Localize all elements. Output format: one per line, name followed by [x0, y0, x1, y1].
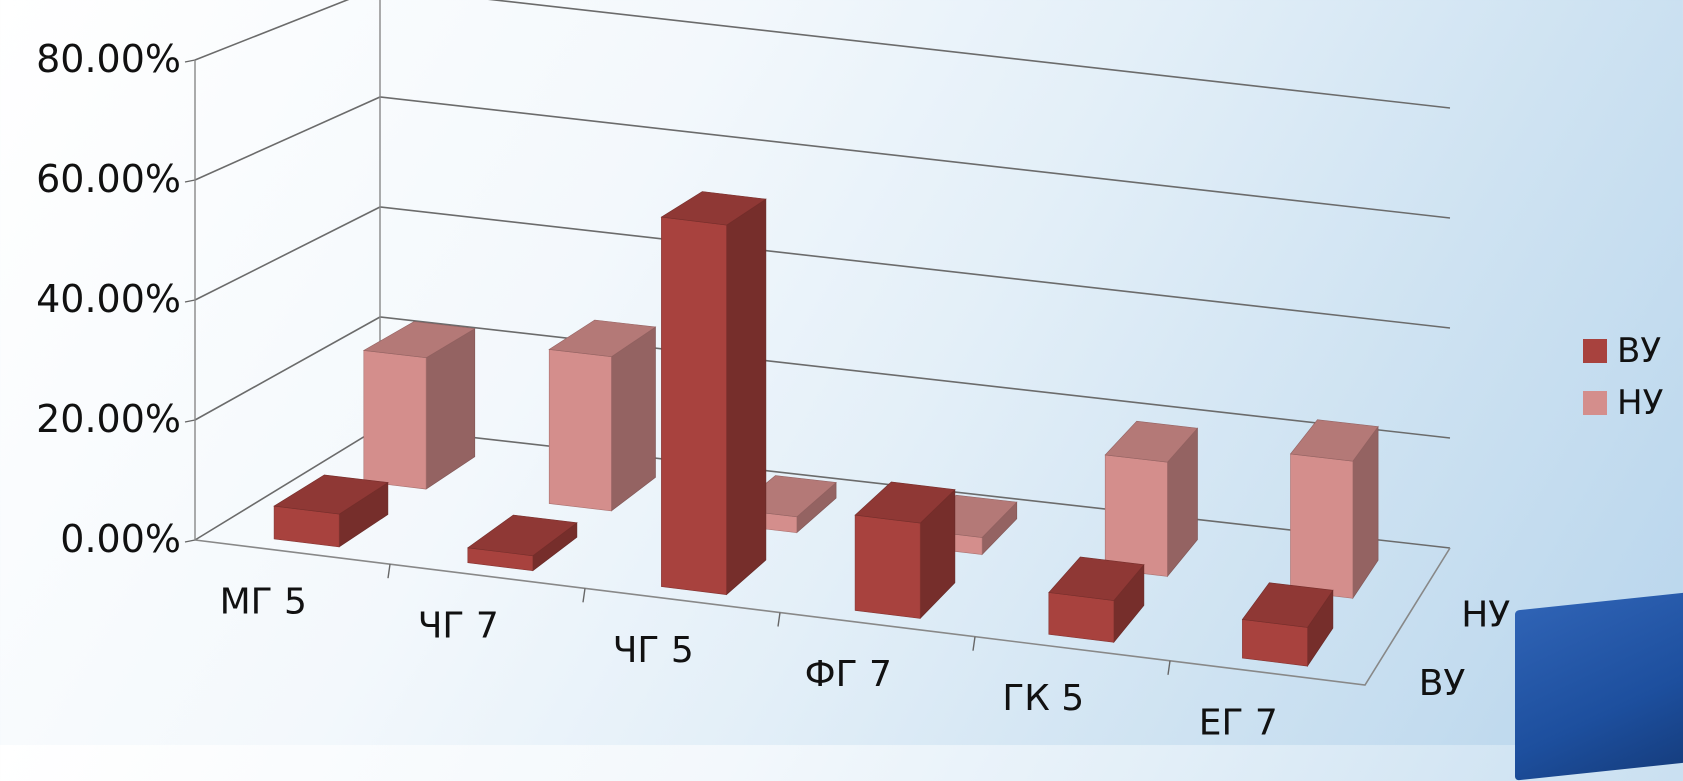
bar-nu-top — [1289, 419, 1379, 462]
legend-swatch-nu — [1583, 391, 1607, 415]
x-category-label: ЧГ 7 — [418, 606, 499, 647]
y-tick-mark — [184, 299, 196, 303]
bar-vu — [854, 514, 921, 619]
bar-nu-top — [548, 319, 657, 358]
y-tick-label: 20.00% — [36, 397, 181, 441]
bar-vu-top — [1048, 556, 1145, 601]
legend-swatch-vu — [1583, 339, 1607, 363]
bar-nu — [1290, 453, 1354, 599]
x-tick-mark — [582, 588, 586, 603]
y-tick-mark — [184, 419, 196, 423]
legend-item-vu: ВУ — [1583, 325, 1663, 377]
x-tick-mark — [387, 564, 391, 579]
x-category-label: ЕГ 7 — [1199, 702, 1278, 743]
x-category-label: ГК 5 — [1002, 678, 1084, 719]
bar-nu — [548, 349, 612, 512]
legend-label-vu: ВУ — [1617, 331, 1662, 371]
bar-vu — [1048, 592, 1115, 643]
bar-vu-side — [726, 198, 767, 596]
legend: ВУ НУ — [1583, 325, 1663, 429]
bar-vu-top — [660, 191, 767, 226]
x-category-label: ЧГ 5 — [613, 630, 694, 671]
bar-nu — [1104, 454, 1168, 577]
bar-nu-top — [1104, 420, 1199, 463]
y-tick-mark — [184, 59, 196, 63]
x-tick-mark — [1167, 660, 1171, 675]
bar-vu-top — [273, 474, 389, 515]
y-tick-label: 60.00% — [36, 157, 181, 201]
legend-item-nu: НУ — [1583, 377, 1663, 429]
gridline — [194, 206, 1451, 329]
bar-vu-top — [467, 514, 578, 557]
x-tick-mark — [777, 612, 781, 627]
x-tick-mark — [972, 636, 976, 651]
depth-axis-label: ВУ — [1419, 663, 1466, 704]
bar-vu-top — [854, 481, 956, 524]
y-tick-label: 40.00% — [36, 277, 181, 321]
y-tick-label: 0.00% — [60, 517, 181, 561]
x-category-label: ФГ 7 — [805, 654, 892, 695]
depth-axis-label: НУ — [1461, 594, 1510, 635]
chart-3d-bar: 0.00% 20.00% 40.00% 60.00% 80.00% МГ 5 ЧГ 7 ЧГ … — [36, 0, 1510, 743]
bar-vu-top — [1241, 582, 1334, 628]
x-category-label: МГ 5 — [220, 581, 307, 622]
bar-nu — [363, 350, 427, 490]
bar-vu — [661, 216, 727, 595]
gridline — [194, 0, 1451, 109]
y-tick-mark — [184, 539, 196, 543]
bar-nu-side — [611, 326, 656, 512]
legend-label-nu: НУ — [1617, 383, 1664, 423]
bar-nu-top — [362, 321, 476, 359]
gridline — [194, 96, 1451, 219]
y-tick-mark — [184, 179, 196, 183]
y-tick-label: 80.00% — [36, 37, 181, 81]
